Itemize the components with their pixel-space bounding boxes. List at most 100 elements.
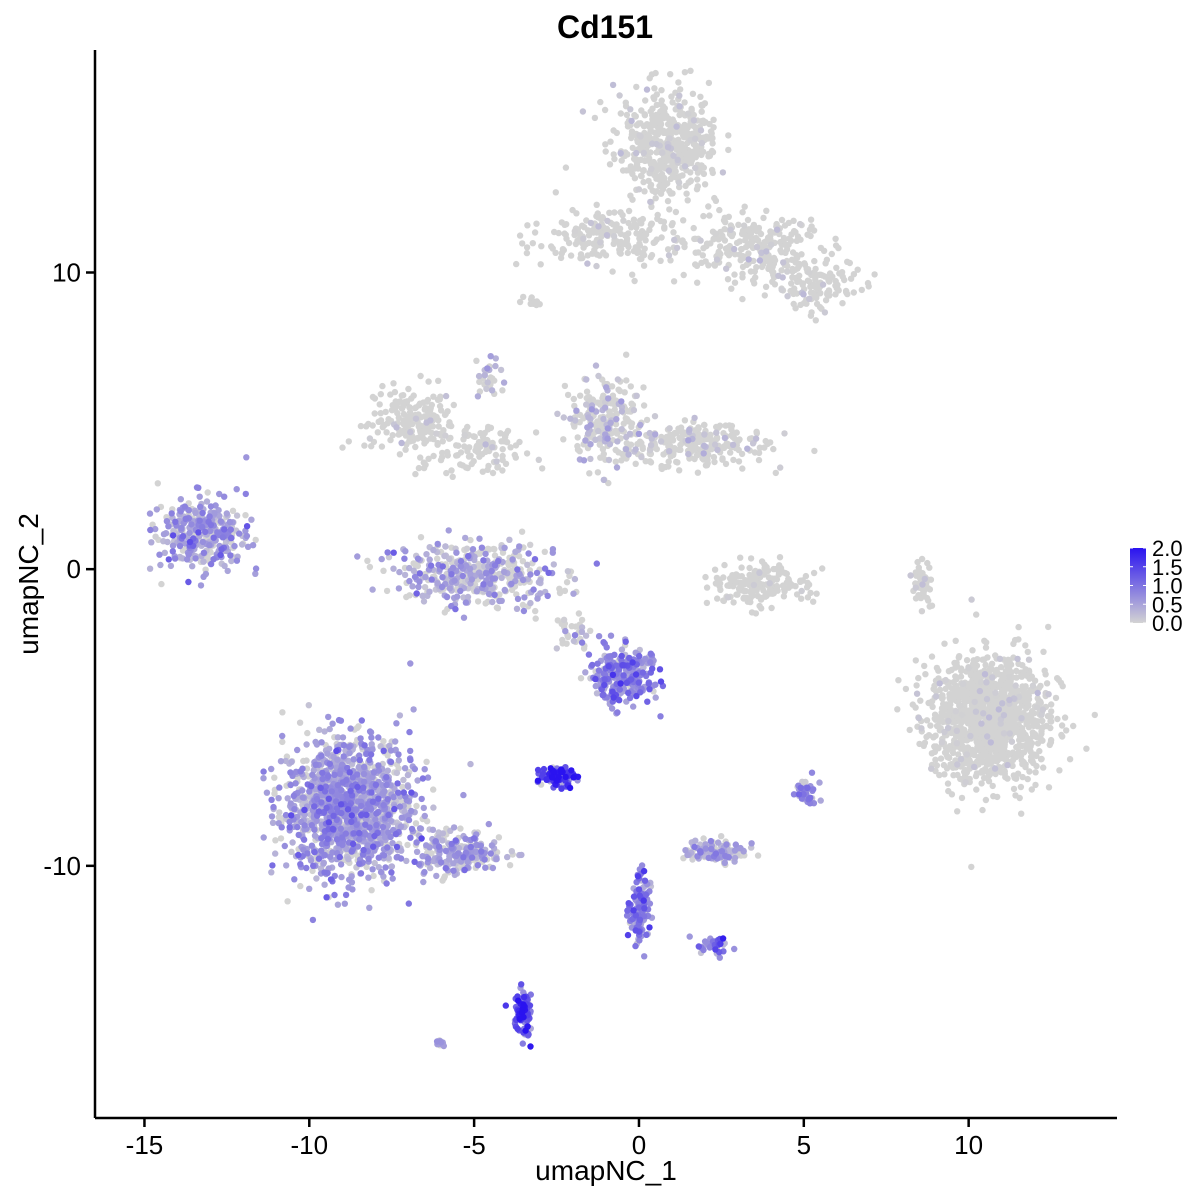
cell-point: [1028, 786, 1036, 793]
cell-point: [562, 164, 570, 171]
cell-point: [369, 393, 377, 401]
cell-point: [400, 776, 407, 784]
cell-point: [847, 275, 855, 282]
cell-point: [790, 290, 797, 298]
cell-point: [612, 458, 619, 465]
cell-point: [379, 424, 386, 431]
cell-point: [957, 673, 965, 680]
cell-point: [516, 438, 523, 446]
cell-point: [396, 712, 404, 719]
cell-point: [657, 122, 664, 130]
cell-point: [620, 217, 627, 224]
cell-point: [560, 436, 567, 443]
cell-point: [780, 593, 788, 600]
cell-point: [425, 412, 432, 419]
cell-point: [492, 362, 499, 370]
cell-point: [775, 571, 783, 578]
cell-point: [395, 757, 402, 764]
cell-point: [660, 218, 668, 225]
cell-point: [659, 149, 666, 156]
cell-point: [697, 437, 704, 444]
cell-point: [1004, 761, 1011, 769]
cell-point: [811, 447, 818, 455]
cell-point: [1037, 756, 1045, 763]
cell-point: [204, 489, 211, 496]
cell-point: [272, 850, 279, 857]
cell-point: [983, 695, 991, 703]
cell-point: [632, 446, 639, 453]
cell-point: [797, 301, 804, 309]
cell-point: [957, 756, 965, 763]
cell-point: [582, 437, 589, 444]
cell-point: [627, 163, 635, 171]
cell-point: [1032, 781, 1039, 789]
cell-point: [1015, 623, 1022, 631]
cell-point: [680, 217, 687, 224]
cell-point: [504, 853, 511, 861]
cell-point: [607, 411, 614, 418]
cell-point: [907, 572, 914, 579]
cell-point: [623, 440, 630, 447]
cell-point: [618, 426, 625, 433]
cell-point: [730, 599, 737, 606]
cell-point: [276, 809, 283, 816]
cell-point: [577, 255, 584, 262]
cell-point: [906, 726, 913, 734]
cell-point: [583, 376, 590, 383]
cell-point: [677, 441, 684, 449]
cell-point: [684, 110, 692, 117]
cell-point: [580, 415, 587, 422]
cell-point: [561, 382, 569, 390]
cell-point: [515, 553, 523, 560]
cell-point: [594, 469, 602, 476]
cell-point: [716, 243, 724, 250]
cell-point: [647, 442, 655, 449]
cell-point: [368, 443, 375, 450]
cell-point: [513, 260, 520, 268]
cell-point: [802, 572, 810, 580]
cell-point: [945, 787, 952, 795]
cell-point: [657, 163, 664, 170]
cell-point: [229, 507, 237, 514]
cell-point: [1037, 682, 1044, 690]
cell-point: [638, 453, 645, 461]
cell-point: [806, 226, 814, 233]
cell-point: [152, 533, 159, 540]
cell-point: [610, 233, 618, 240]
cell-point: [653, 167, 660, 174]
cell-point: [289, 839, 296, 846]
cell-point: [395, 398, 402, 406]
cell-point: [959, 680, 967, 687]
cell-point: [640, 178, 647, 186]
cell-point: [560, 616, 568, 623]
cell-point: [629, 401, 637, 409]
cell-point: [550, 561, 557, 568]
cell-point: [704, 460, 711, 467]
cell-point: [683, 190, 690, 197]
cell-point: [839, 300, 846, 307]
cell-point: [942, 676, 949, 684]
cell-point: [691, 455, 698, 463]
cell-point: [599, 446, 607, 453]
cell-point: [767, 586, 774, 594]
cell-point: [636, 132, 643, 139]
cell-point: [427, 864, 434, 872]
cell-point: [1066, 756, 1074, 763]
cell-point: [513, 605, 521, 612]
cell-point: [602, 148, 609, 155]
cell-point: [1005, 673, 1013, 681]
cell-point: [1058, 722, 1066, 729]
cell-point: [833, 264, 840, 271]
cell-point: [600, 415, 607, 423]
cell-point: [913, 682, 920, 689]
cell-point: [439, 837, 446, 844]
cell-point: [992, 689, 999, 696]
cell-point: [691, 414, 698, 422]
cell-point: [763, 254, 770, 262]
cell-point: [434, 555, 441, 562]
cell-point: [983, 679, 990, 686]
cell-point: [973, 786, 980, 793]
cell-point: [422, 426, 429, 433]
cell-point: [297, 882, 304, 890]
cell-point: [751, 568, 758, 576]
